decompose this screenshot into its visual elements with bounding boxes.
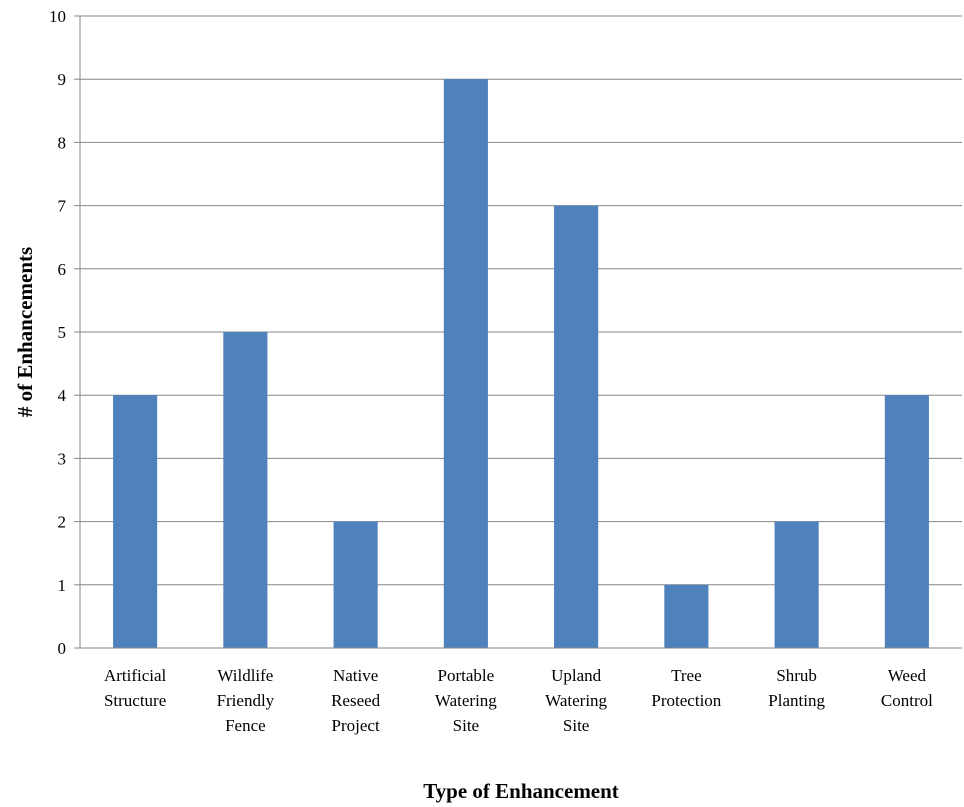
x-category-label: Watering [435,691,497,710]
y-tick-label: 10 [49,7,66,26]
bars [113,79,929,648]
y-tick-label: 9 [58,70,67,89]
x-category-label: Project [332,716,380,735]
y-tick-label: 2 [58,513,67,532]
x-category-label: Control [881,691,933,710]
y-tick-label: 5 [58,323,67,342]
y-tick-label: 4 [58,386,67,405]
y-tick-label: 6 [58,260,67,279]
x-category-label: Shrub [776,666,817,685]
y-tick-label: 1 [58,576,67,595]
x-category-label: Site [563,716,589,735]
x-category-label: Artificial [104,666,167,685]
y-tick-label: 7 [58,197,67,216]
bar [443,79,488,648]
bar [223,332,268,648]
x-category-label: Tree [671,666,702,685]
bar [113,395,158,648]
y-axis-title: # of Enhancements [13,247,37,417]
x-category-labels: Artificial Structure Wildlife Friendly Fence… [104,666,933,735]
x-category-label: Planting [768,691,825,710]
y-tick-label: 0 [58,639,67,658]
x-category-label: Fence [225,716,266,735]
bar [554,205,599,648]
x-axis-title: Type of Enhancement [423,779,619,803]
x-category-label: Portable [438,666,495,685]
bar [774,521,819,648]
x-category-label: Upland [551,666,602,685]
x-category-label: Native [333,666,378,685]
x-category-label: Watering [545,691,607,710]
bar [884,395,929,648]
x-category-label: Site [453,716,479,735]
x-category-label: Structure [104,691,166,710]
y-tick-label: 8 [58,133,67,152]
bar [333,521,378,648]
gridlines [74,15,962,649]
x-category-label: Weed [888,666,927,685]
x-category-label: Protection [651,691,721,710]
y-tick-label: 3 [58,449,67,468]
y-tick-labels: 0 1 2 3 4 5 6 7 8 9 10 [49,7,67,658]
x-category-label: Wildlife [217,666,273,685]
x-category-label: Friendly [217,691,275,710]
bar [664,584,709,648]
x-category-label: Reseed [331,691,381,710]
